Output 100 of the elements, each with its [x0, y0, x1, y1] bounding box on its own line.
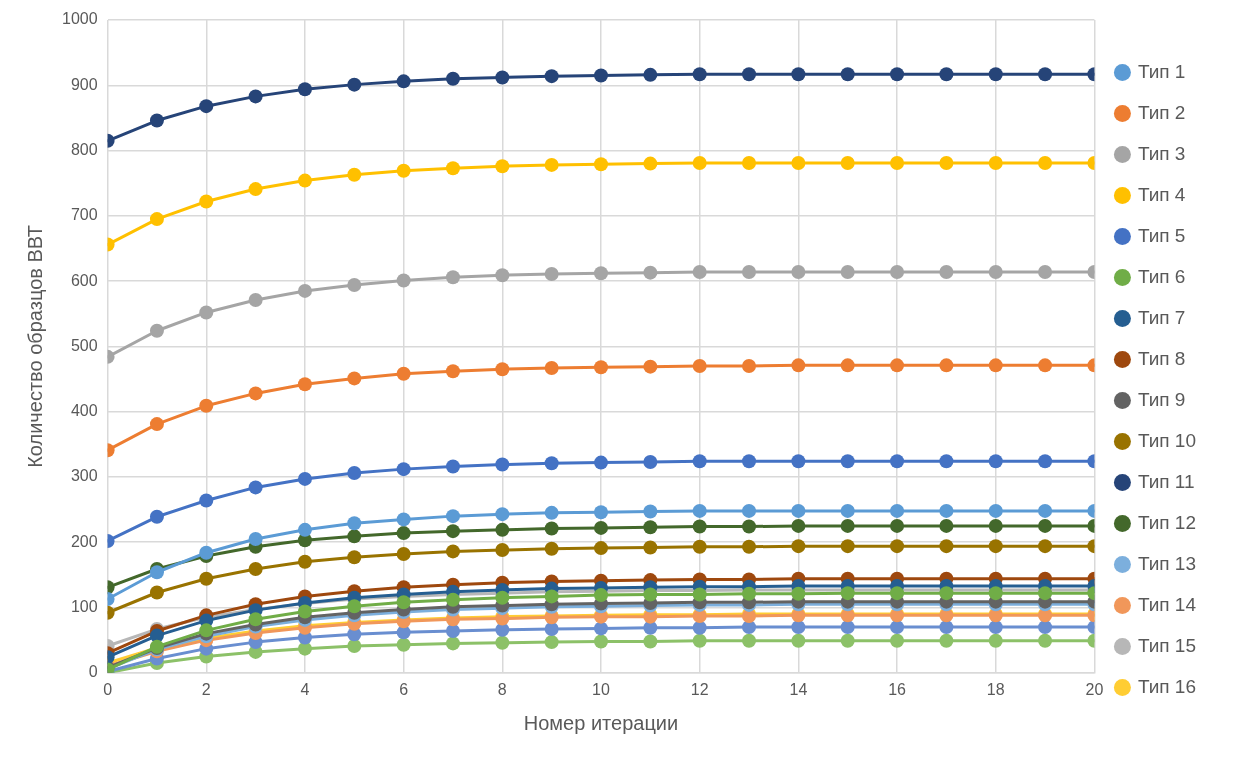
- point: [890, 358, 905, 373]
- point: [445, 544, 460, 559]
- point: [742, 358, 757, 373]
- point: [347, 639, 362, 654]
- point: [445, 459, 460, 474]
- legend-label: Тип 4: [1137, 183, 1186, 205]
- point: [396, 526, 411, 541]
- point: [396, 366, 411, 381]
- legend-label: Тип 12: [1137, 511, 1197, 533]
- point: [1038, 358, 1053, 373]
- point: [297, 604, 312, 619]
- point: [692, 633, 707, 648]
- point: [742, 264, 757, 279]
- point: [199, 194, 214, 209]
- point: [988, 620, 1003, 635]
- point: [890, 633, 905, 648]
- point: [544, 505, 559, 520]
- legend-label: Тип 1: [1137, 60, 1186, 82]
- legend-label: Тип 9: [1137, 388, 1186, 410]
- point: [890, 264, 905, 279]
- legend-label: Тип 10: [1137, 429, 1197, 451]
- point: [643, 67, 658, 82]
- point: [495, 543, 510, 558]
- y-tick-label: 200: [70, 532, 98, 550]
- point: [791, 358, 806, 373]
- point: [248, 89, 263, 104]
- point: [544, 360, 559, 375]
- point: [495, 522, 510, 537]
- point: [791, 518, 806, 533]
- y-tick-label: 800: [70, 140, 98, 158]
- point: [1038, 454, 1053, 469]
- point: [396, 462, 411, 477]
- point: [445, 270, 460, 285]
- point: [840, 620, 855, 635]
- point: [742, 586, 757, 601]
- point: [544, 635, 559, 650]
- point: [347, 599, 362, 614]
- point: [791, 633, 806, 648]
- point: [791, 503, 806, 518]
- point: [742, 519, 757, 534]
- point: [939, 586, 954, 601]
- point: [840, 358, 855, 373]
- point: [248, 612, 263, 627]
- y-axis-title: Количество образцов ВВТ: [23, 224, 46, 468]
- point: [594, 588, 608, 603]
- x-tick-label: 14: [789, 680, 808, 698]
- point: [248, 562, 263, 577]
- legend-label: Тип 15: [1137, 634, 1197, 656]
- legend-label: Тип 11: [1137, 470, 1195, 492]
- y-tick-label: 300: [70, 467, 98, 485]
- point: [347, 77, 362, 92]
- point: [840, 454, 855, 469]
- point: [594, 68, 608, 83]
- point: [988, 586, 1003, 601]
- point: [890, 586, 905, 601]
- point: [692, 264, 707, 279]
- point: [544, 157, 559, 172]
- y-tick-label: 700: [70, 206, 98, 224]
- point: [544, 541, 559, 556]
- point: [1038, 539, 1053, 554]
- point: [939, 518, 954, 533]
- point: [643, 504, 658, 519]
- point: [396, 637, 411, 652]
- legend-label: Тип 14: [1137, 593, 1197, 615]
- y-tick-label: 500: [70, 336, 98, 354]
- point: [396, 512, 411, 527]
- point: [890, 620, 905, 635]
- point: [248, 531, 263, 546]
- x-tick-label: 6: [399, 680, 409, 698]
- legend-label: Тип 16: [1137, 675, 1197, 697]
- point: [594, 520, 608, 535]
- point: [742, 503, 757, 518]
- legend-label: Тип 13: [1137, 552, 1197, 574]
- point: [643, 634, 658, 649]
- x-tick-label: 10: [592, 680, 610, 698]
- point: [594, 157, 608, 172]
- point: [840, 155, 855, 170]
- point: [742, 67, 757, 82]
- point: [692, 155, 707, 170]
- x-tick-label: 8: [497, 680, 507, 698]
- point: [939, 539, 954, 554]
- point: [939, 503, 954, 518]
- x-tick-label: 4: [300, 680, 310, 698]
- point: [495, 362, 510, 377]
- x-axis-title: Номер итерации: [523, 711, 679, 734]
- point: [297, 173, 312, 188]
- point: [445, 592, 460, 607]
- point: [988, 264, 1003, 279]
- point: [594, 634, 608, 649]
- point: [347, 278, 362, 293]
- point: [248, 182, 263, 197]
- point: [544, 69, 559, 84]
- x-tick-label: 12: [690, 680, 709, 698]
- point: [643, 520, 658, 535]
- point: [1038, 633, 1053, 648]
- point: [445, 509, 460, 524]
- point: [396, 546, 411, 561]
- x-tick-label: 18: [986, 680, 1005, 698]
- point: [939, 358, 954, 373]
- point: [594, 455, 608, 470]
